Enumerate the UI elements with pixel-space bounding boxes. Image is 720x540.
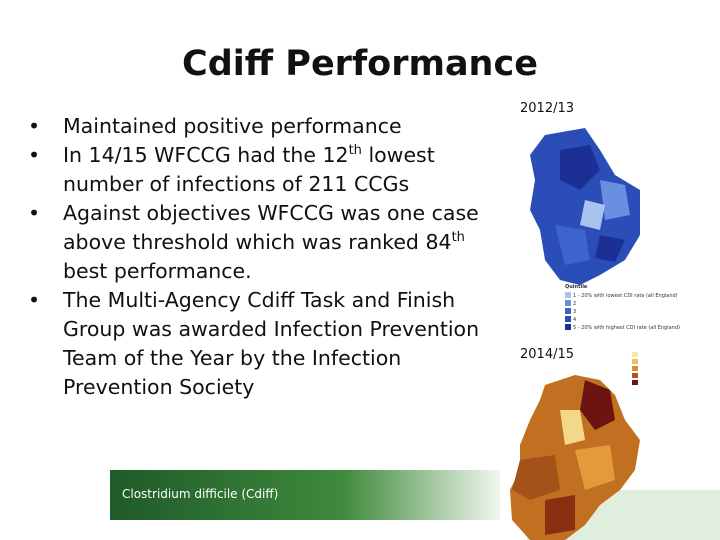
footer-bar: Clostridium difficile (Cdiff) <box>110 470 500 520</box>
map-2014 <box>510 375 640 540</box>
legend-text: 5 - 20% with highest CDI rate (all Engla… <box>573 325 680 331</box>
legend-swatch <box>565 292 571 298</box>
legend-2014 <box>632 352 638 385</box>
footer-text: Clostridium difficile (Cdiff) <box>122 487 279 501</box>
bullet: In 14/15 WFCCG had the 12th lowest numbe… <box>28 141 498 199</box>
bullet: Against objectives WFCCG was one case ab… <box>28 199 498 286</box>
legend-text: 2 <box>573 301 576 307</box>
bullet: Maintained positive performance <box>28 112 498 141</box>
legend-text: 4 <box>573 317 576 323</box>
superscript: th <box>348 143 362 159</box>
legend-swatch <box>565 300 571 306</box>
legend-text: 1 - 20% with lowest CDI rate (all Englan… <box>573 293 678 299</box>
map-label: 2012/13 <box>520 101 574 116</box>
bullet-text: The Multi-Agency Cdiff Task and Finish G… <box>63 288 480 399</box>
bullet: The Multi-Agency Cdiff Task and Finish G… <box>28 286 498 402</box>
bullet-text: best performance. <box>63 259 252 283</box>
legend-text: 3 <box>573 309 576 315</box>
bullet-text: lowest number of infections of 211 CCGs <box>63 143 435 196</box>
superscript: th <box>451 230 465 246</box>
legend-swatch <box>565 324 571 330</box>
bullet-text: In 14/15 WFCCG had the 12 <box>63 143 349 167</box>
slide-title: Cdiff Performance <box>182 44 538 84</box>
legend-swatch <box>565 308 571 314</box>
bullet-list: Maintained positive performance In 14/15 … <box>28 112 498 402</box>
map-2012 <box>530 128 640 285</box>
bullet-text: Against objectives WFCCG was one case ab… <box>63 201 479 254</box>
legend-swatch <box>565 316 571 322</box>
map-label: 2014/15 <box>520 347 574 362</box>
bullet-text: Maintained positive performance <box>63 114 402 138</box>
legend-title: Quintile <box>565 284 588 290</box>
